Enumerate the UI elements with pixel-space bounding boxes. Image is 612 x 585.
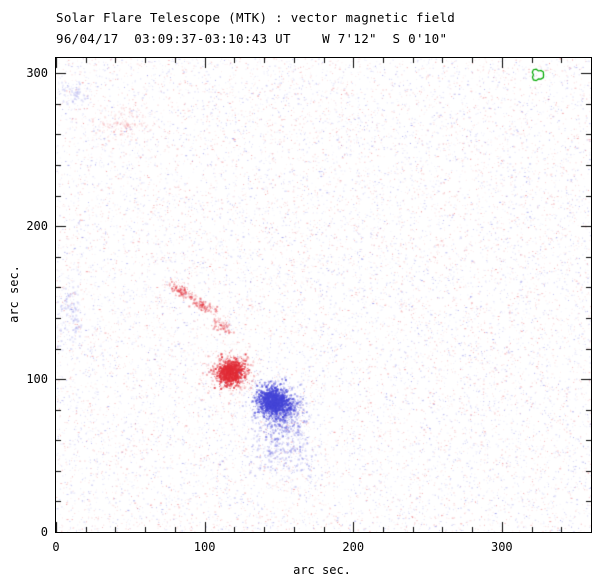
plot-subtitle: 96/04/17 03:09:37-03:10:43 UT W 7'12" S … bbox=[56, 31, 448, 46]
x-tick-label: 100 bbox=[193, 540, 216, 554]
plot-frame bbox=[55, 57, 592, 533]
y-tick-label: 300 bbox=[26, 66, 48, 81]
x-axis-label: arc sec. bbox=[293, 563, 351, 577]
plot-title: Solar Flare Telescope (MTK) : vector mag… bbox=[56, 10, 456, 25]
y-tick-label: 0 bbox=[40, 525, 48, 539]
magnetogram-plot-canvas bbox=[55, 57, 592, 533]
x-tick-label: 0 bbox=[52, 540, 60, 554]
y-axis-label: arc sec. bbox=[7, 265, 21, 323]
y-tick-label: 200 bbox=[26, 219, 48, 234]
x-tick-label: 300 bbox=[490, 540, 513, 554]
x-tick-label: 200 bbox=[342, 540, 365, 554]
y-tick-label: 100 bbox=[26, 372, 48, 387]
